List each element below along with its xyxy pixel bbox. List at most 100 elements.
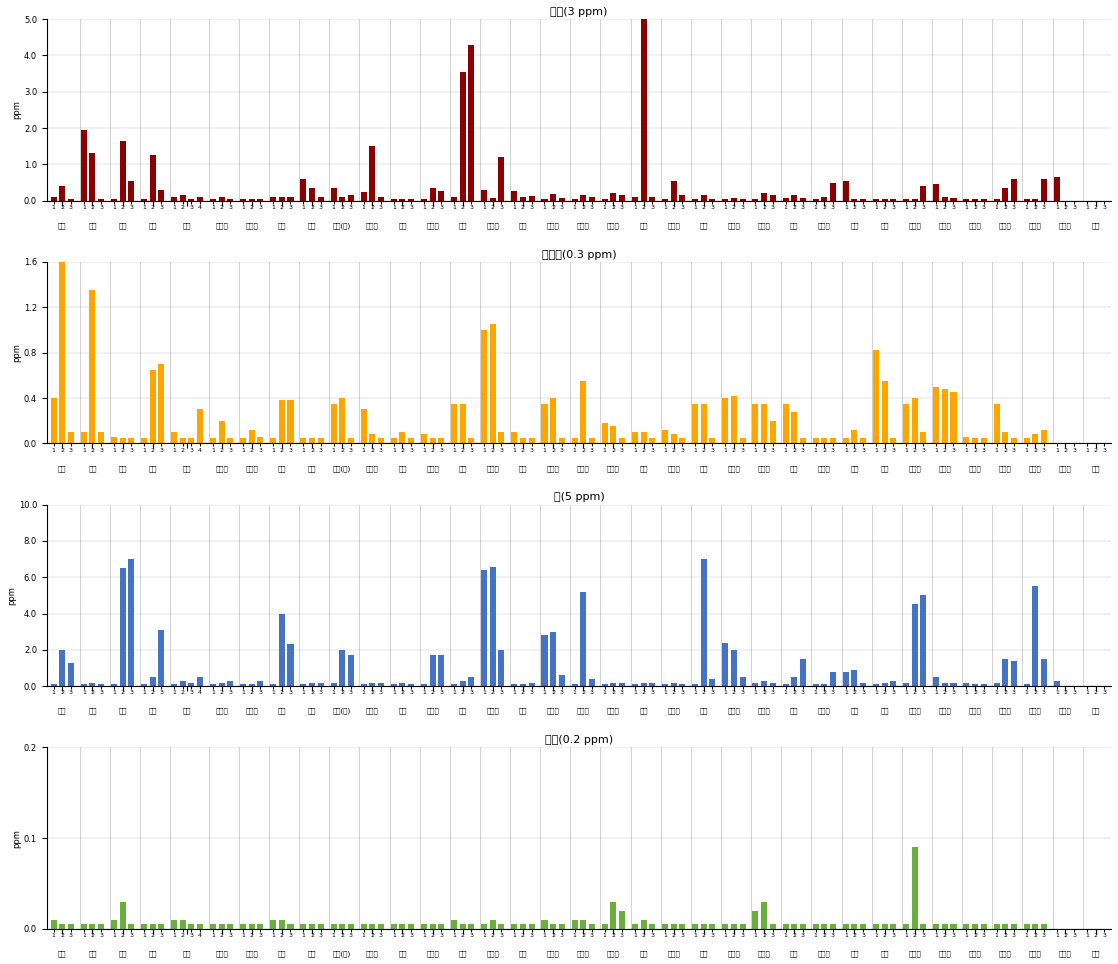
Bar [950,392,957,443]
Bar [361,410,367,443]
Bar [171,920,178,929]
Bar [369,147,376,201]
Bar [903,404,909,443]
Bar [378,683,383,686]
Bar [287,644,294,686]
Bar [520,438,525,443]
Bar [301,438,306,443]
Bar [50,684,57,686]
Bar [920,186,927,201]
Bar [701,404,707,443]
Bar [662,199,669,201]
Bar [129,438,134,443]
Bar [950,924,957,929]
Bar [550,924,556,929]
Bar [197,410,203,443]
Bar [550,398,556,443]
Bar [650,197,655,201]
Bar [619,911,625,929]
Bar [1024,684,1030,686]
Bar [571,920,578,929]
Bar [610,901,616,929]
Bar [50,920,57,929]
Bar [399,199,406,201]
Bar [610,426,616,443]
Bar [761,194,767,201]
Bar [481,924,487,929]
Bar [632,432,638,443]
Bar [860,683,866,686]
Bar [438,438,444,443]
Bar [438,191,444,201]
Bar [769,196,776,201]
Bar [111,920,117,929]
Bar [490,324,496,443]
Bar [873,350,879,443]
Bar [318,683,323,686]
Bar [287,197,294,201]
Bar [219,683,225,686]
Bar [1041,430,1046,443]
Bar [481,570,487,686]
Bar [318,924,323,929]
Bar [141,684,148,686]
Bar [309,924,315,929]
Bar [189,438,195,443]
Bar [421,199,427,201]
Bar [89,683,95,686]
Bar [271,438,276,443]
Bar [799,198,806,201]
Bar [180,920,186,929]
Bar [934,924,939,929]
Bar [571,684,578,686]
Bar [541,635,548,686]
Bar [378,924,383,929]
Bar [701,196,707,201]
Bar [421,924,427,929]
Bar [171,432,178,443]
Bar [882,683,888,686]
Bar [731,924,737,929]
Bar [541,404,548,443]
Bar [150,924,155,929]
Bar [650,438,655,443]
Bar [361,684,367,686]
Bar [219,197,225,201]
Bar [529,683,534,686]
Bar [1002,659,1008,686]
Bar [80,684,87,686]
Bar [80,924,87,929]
Bar [391,924,397,929]
Bar [189,924,195,929]
Bar [287,924,294,929]
Bar [710,438,716,443]
Bar [580,592,586,686]
Bar [210,199,216,201]
Bar [98,924,104,929]
Bar [278,197,285,201]
Bar [1032,586,1039,686]
Bar [98,432,104,443]
Bar [559,438,565,443]
Bar [348,924,353,929]
Bar [671,683,676,686]
Bar [278,613,285,686]
Bar [511,191,518,201]
Bar [399,924,406,929]
Bar [589,924,595,929]
Bar [692,684,698,686]
Y-axis label: ppm: ppm [7,586,16,604]
Bar [860,924,866,929]
Bar [89,924,95,929]
Bar [499,650,504,686]
Bar [601,924,608,929]
Bar [692,924,698,929]
Bar [240,684,246,686]
Bar [580,920,586,929]
Bar [650,683,655,686]
Bar [59,262,65,443]
Bar [68,662,74,686]
Bar [59,650,65,686]
Bar [197,924,203,929]
Bar [641,19,646,201]
